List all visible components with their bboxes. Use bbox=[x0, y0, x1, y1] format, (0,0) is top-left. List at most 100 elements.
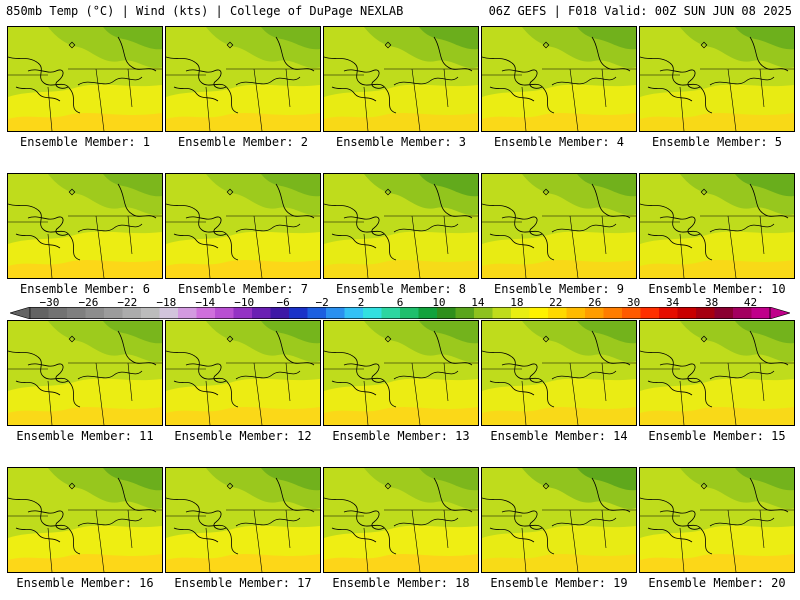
colorbar-tick-label: −30 bbox=[39, 296, 60, 309]
temperature-field bbox=[166, 468, 320, 572]
colorbar-swatch bbox=[307, 307, 327, 319]
ensemble-member-label: Ensemble Member: 5 bbox=[651, 135, 783, 149]
ensemble-member-map bbox=[481, 173, 637, 279]
colorbar-swatch bbox=[178, 307, 197, 319]
colorbar-swatch bbox=[622, 307, 641, 319]
ensemble-member-map bbox=[165, 26, 321, 132]
colorbar-tick-label: 6 bbox=[396, 296, 404, 309]
colorbar-swatch bbox=[455, 307, 475, 319]
temperature-field bbox=[166, 174, 320, 278]
ensemble-member-map bbox=[639, 26, 795, 132]
colorbar-swatch bbox=[233, 307, 253, 319]
colorbar-swatch bbox=[363, 307, 382, 319]
ensemble-member-map bbox=[165, 320, 321, 426]
colorbar-tick-label: −22 bbox=[117, 296, 138, 309]
temperature-field bbox=[482, 27, 636, 131]
colorbar-swatch bbox=[437, 307, 456, 319]
temperature-field bbox=[324, 174, 478, 278]
colorbar-swatch bbox=[381, 307, 401, 319]
colorbar-tick-label: 18 bbox=[510, 296, 524, 309]
colorbar-swatch bbox=[159, 307, 179, 319]
ensemble-member-map bbox=[481, 467, 637, 573]
temperature-field bbox=[8, 27, 162, 131]
ensemble-member-map bbox=[7, 26, 163, 132]
ensemble-member-label: Ensemble Member: 2 bbox=[177, 135, 309, 149]
colorbar-tick-label: 30 bbox=[627, 296, 641, 309]
colorbar-swatch bbox=[252, 307, 271, 319]
ensemble-member-label: Ensemble Member: 8 bbox=[335, 282, 467, 296]
temperature-field bbox=[640, 321, 794, 425]
ensemble-member-label: Ensemble Member: 1 bbox=[19, 135, 151, 149]
colorbar-tick-label: −2 bbox=[315, 296, 329, 309]
ensemble-member-label: Ensemble Member: 19 bbox=[490, 576, 628, 590]
colorbar-swatch bbox=[215, 307, 234, 319]
temperature-field bbox=[640, 468, 794, 572]
colorbar-swatch bbox=[696, 307, 715, 319]
ensemble-member-map bbox=[481, 320, 637, 426]
colorbar-swatch bbox=[326, 307, 345, 319]
ensemble-member-label: Ensemble Member: 16 bbox=[16, 576, 154, 590]
ensemble-member-label: Ensemble Member: 17 bbox=[174, 576, 312, 590]
colorbar-swatch bbox=[566, 307, 586, 319]
ensemble-member-label: Ensemble Member: 3 bbox=[335, 135, 467, 149]
ensemble-member-map bbox=[639, 320, 795, 426]
ensemble-member-map bbox=[165, 173, 321, 279]
ensemble-member-label: Ensemble Member: 4 bbox=[493, 135, 625, 149]
colorbar-swatch bbox=[548, 307, 567, 319]
colorbar-tick-label: 14 bbox=[471, 296, 485, 309]
colorbar-swatch bbox=[196, 307, 216, 319]
colorbar-swatch bbox=[585, 307, 604, 319]
colorbar-swatch bbox=[492, 307, 512, 319]
colorbar-swatch bbox=[270, 307, 290, 319]
ensemble-member-map bbox=[323, 467, 479, 573]
colorbar-swatch bbox=[122, 307, 142, 319]
ensemble-member-map bbox=[7, 173, 163, 279]
colorbar-swatch bbox=[67, 307, 86, 319]
colorbar-tick-label: 2 bbox=[357, 296, 365, 309]
colorbar-swatch bbox=[104, 307, 123, 319]
colorbar-swatch bbox=[85, 307, 105, 319]
colorbar-swatch bbox=[418, 307, 438, 319]
ensemble-member-label: Ensemble Member: 12 bbox=[174, 429, 312, 443]
temperature-field bbox=[324, 468, 478, 572]
temperature-field bbox=[324, 321, 478, 425]
colorbar-tick-label: −10 bbox=[234, 296, 255, 309]
temperature-field bbox=[640, 27, 794, 131]
map-title: 850mb Temp (°C) | Wind (kts) | College o… bbox=[6, 4, 404, 18]
temperature-colorbar bbox=[10, 307, 790, 319]
ensemble-member-label: Ensemble Member: 10 bbox=[648, 282, 786, 296]
ensemble-member-label: Ensemble Member: 20 bbox=[648, 576, 786, 590]
ensemble-member-map bbox=[7, 320, 163, 426]
colorbar-swatch bbox=[677, 307, 697, 319]
colorbar-swatch bbox=[714, 307, 734, 319]
colorbar-tick-label: 34 bbox=[666, 296, 680, 309]
colorbar-swatch bbox=[751, 307, 771, 319]
colorbar-swatch bbox=[400, 307, 419, 319]
colorbar-swatch bbox=[640, 307, 660, 319]
colorbar-swatch bbox=[344, 307, 364, 319]
colorbar-swatch bbox=[30, 307, 49, 319]
colorbar-swatch bbox=[659, 307, 678, 319]
temperature-field bbox=[482, 174, 636, 278]
ensemble-member-map bbox=[323, 26, 479, 132]
colorbar-swatch bbox=[529, 307, 549, 319]
ensemble-member-map bbox=[481, 26, 637, 132]
temperature-field bbox=[8, 468, 162, 572]
colorbar-tick-label: 42 bbox=[743, 296, 758, 309]
colorbar-swatch bbox=[474, 307, 493, 319]
colorbar-tick-label: 26 bbox=[588, 296, 602, 309]
colorbar-tick-label: −14 bbox=[195, 296, 216, 309]
colorbar-swatch bbox=[48, 307, 68, 319]
colorbar-tick-label: −6 bbox=[276, 296, 290, 309]
colorbar-tick-label: −18 bbox=[156, 296, 177, 309]
temperature-field bbox=[324, 27, 478, 131]
temperature-field bbox=[482, 321, 636, 425]
ensemble-member-map bbox=[323, 173, 479, 279]
colorbar-tick-label: 10 bbox=[432, 296, 446, 309]
ensemble-member-label: Ensemble Member: 18 bbox=[332, 576, 470, 590]
colorbar-tick-label: −26 bbox=[78, 296, 99, 309]
colorbar-min-arrow bbox=[10, 307, 31, 319]
ensemble-member-label: Ensemble Member: 11 bbox=[16, 429, 154, 443]
ensemble-member-map bbox=[165, 467, 321, 573]
colorbar-swatch bbox=[511, 307, 530, 319]
